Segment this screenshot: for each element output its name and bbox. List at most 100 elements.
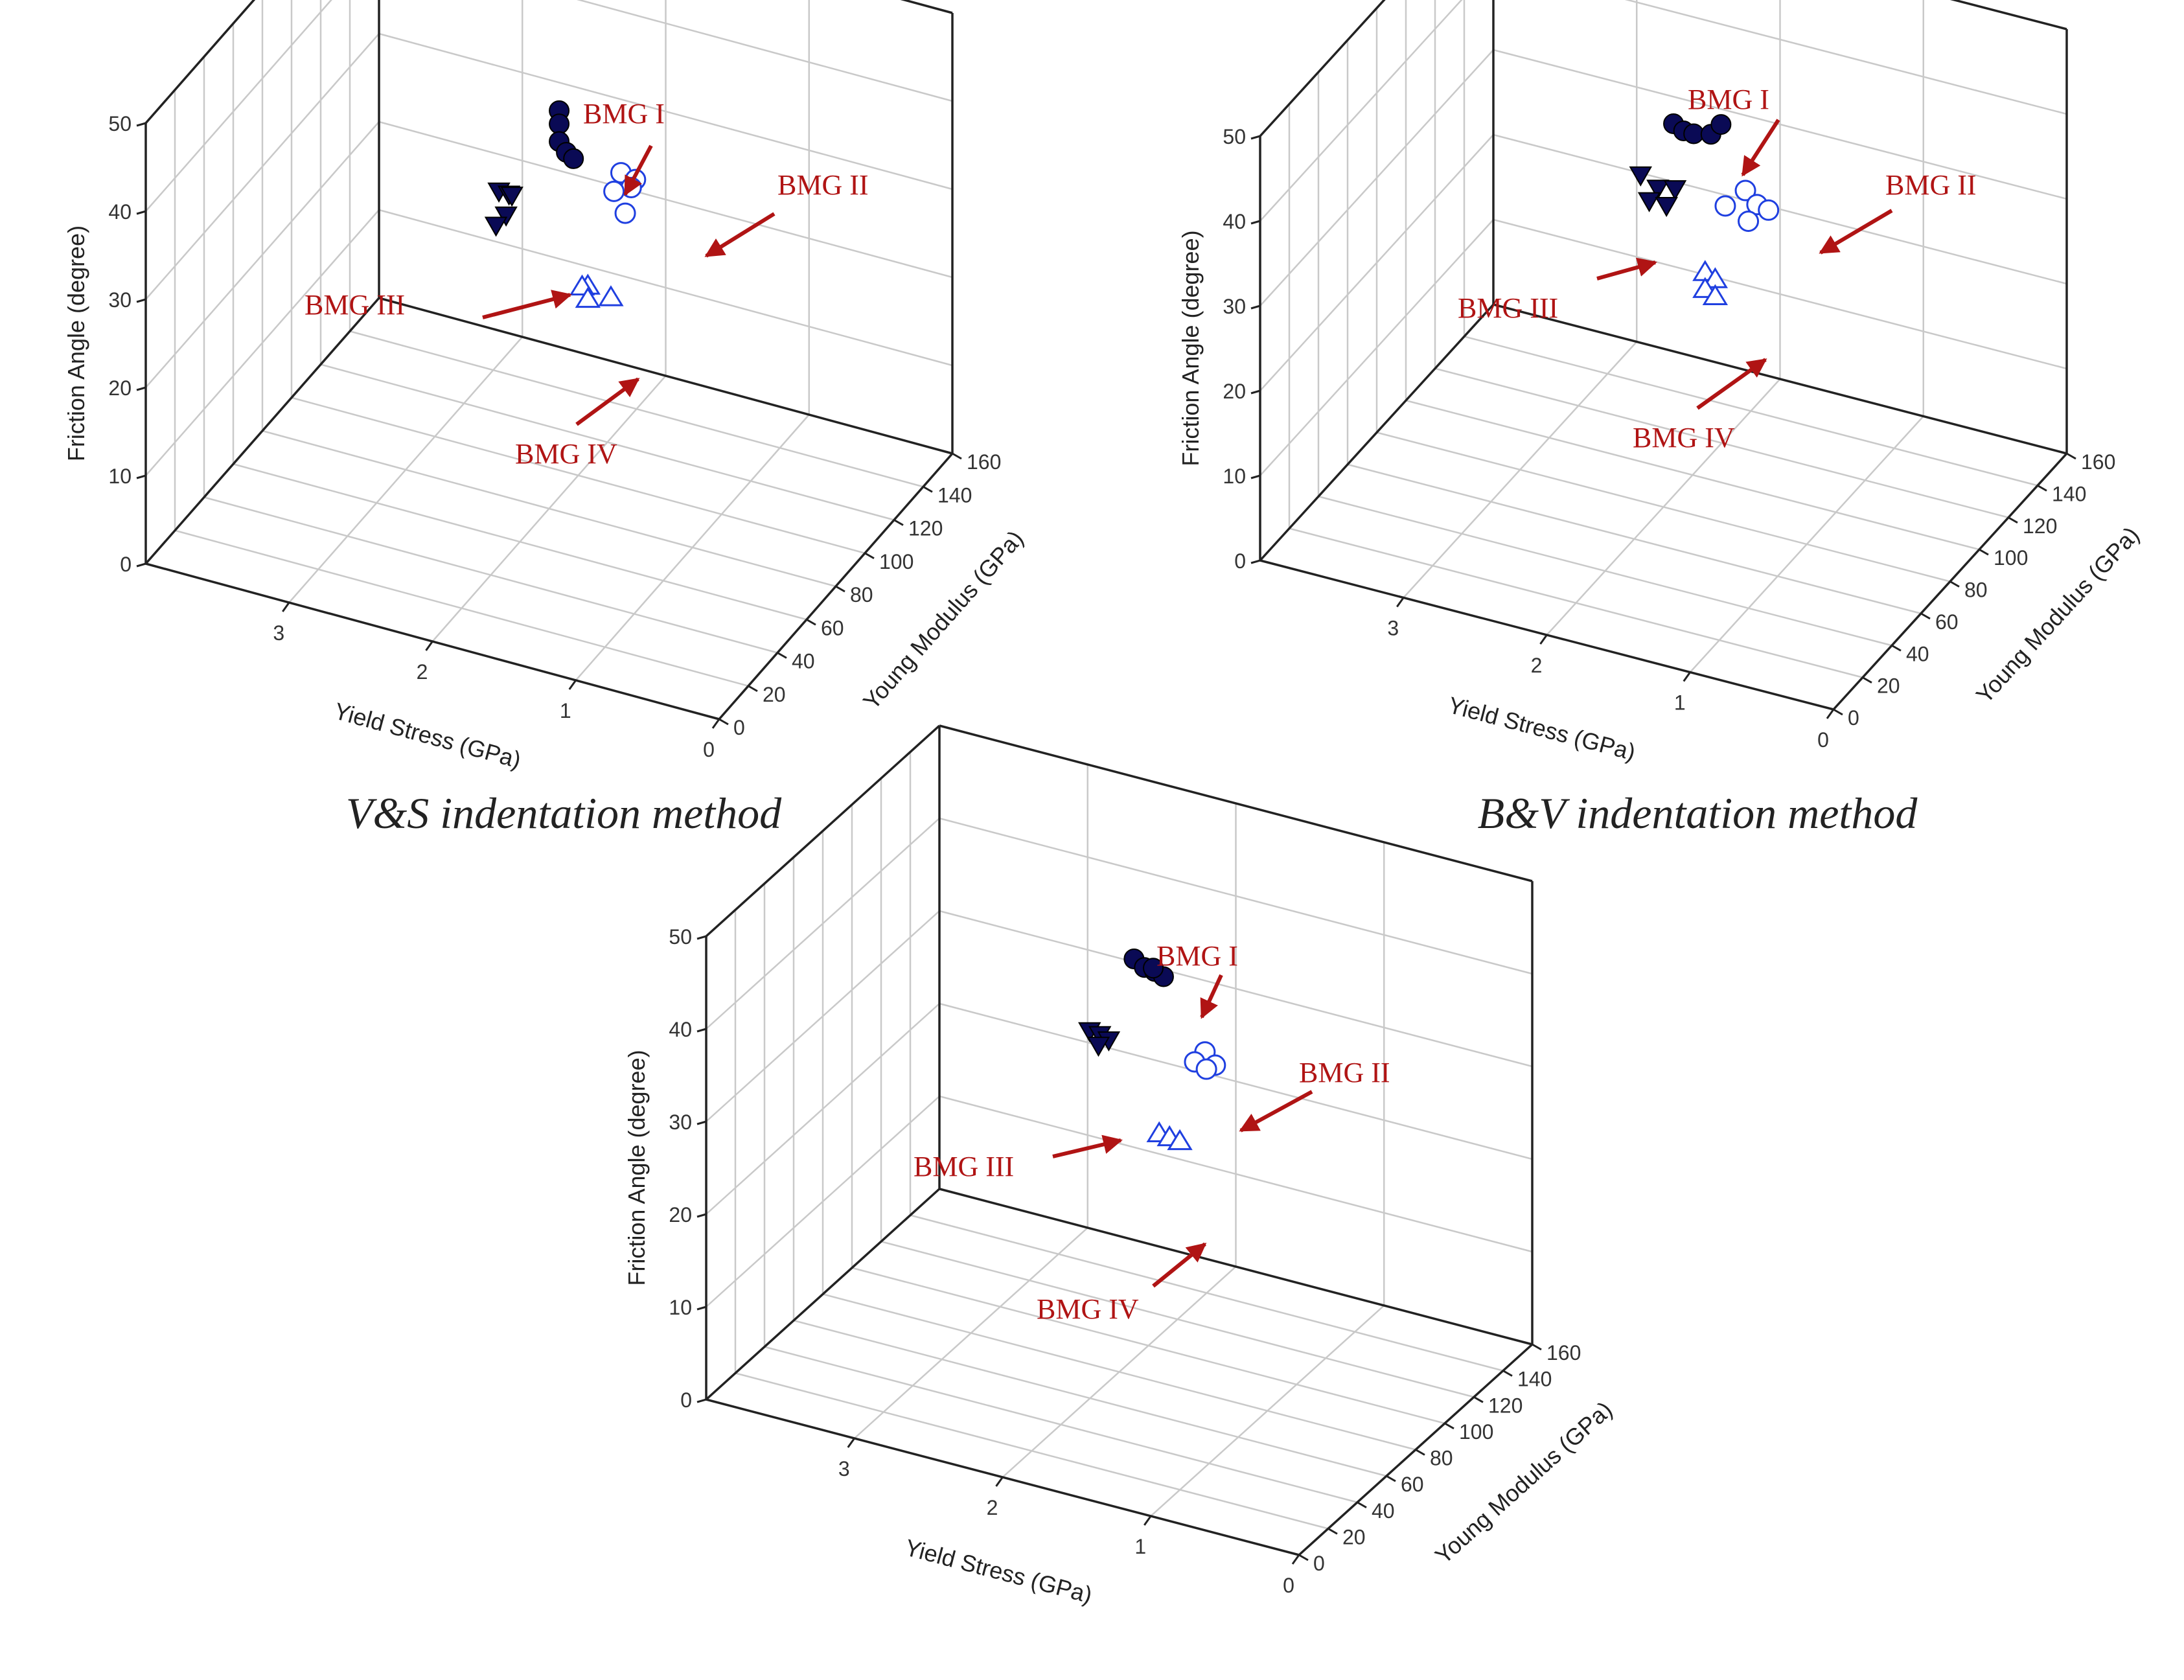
z-tick-label: 30 <box>669 1110 692 1134</box>
x-tick <box>1826 709 1835 719</box>
z-tick <box>1250 559 1261 564</box>
annotation-label: BMG I <box>583 98 665 130</box>
y-tick-label: 40 <box>792 650 815 673</box>
axis-frame <box>705 724 941 938</box>
y-tick <box>1532 1343 1542 1351</box>
axis-frame <box>1949 0 2067 30</box>
y-tick-label: 100 <box>1459 1420 1493 1444</box>
y-tick <box>777 652 787 659</box>
chart-combined: 010203040500123020406080100120140160Fric… <box>623 724 1617 1608</box>
annotation-arrow <box>575 377 640 426</box>
y-tick <box>1328 1528 1338 1535</box>
y-tick-label: 120 <box>908 517 943 540</box>
y-tick-label: 20 <box>1877 674 1900 698</box>
x-tick-label: 2 <box>987 1496 998 1519</box>
grid-line <box>1464 336 2038 487</box>
y-tick-label: 100 <box>879 550 914 573</box>
grid-line <box>1493 218 2067 370</box>
annotation-label: BMG IV <box>1037 1293 1139 1325</box>
data-point-bmg-ii <box>603 180 625 202</box>
x-tick <box>425 641 433 651</box>
data-point-bmg-iv <box>1167 1129 1193 1151</box>
y-tick <box>1444 1422 1454 1430</box>
y-tick-label: 100 <box>1994 546 2028 570</box>
x-axis-label: Yield Stress (GPa) <box>902 1534 1095 1608</box>
caption-bv: B&V indentation method <box>1478 788 1918 838</box>
z-tick <box>696 935 707 940</box>
grid-line <box>145 0 332 212</box>
x-tick <box>282 602 290 612</box>
grid-line <box>1259 0 1463 222</box>
data-point-bmg-iii <box>500 187 523 207</box>
z-tick-label: 20 <box>669 1203 692 1226</box>
grid-line <box>822 1293 1416 1451</box>
x-tick-label: 2 <box>1531 654 1543 677</box>
y-tick-label: 140 <box>937 483 972 507</box>
axis-frame <box>1259 0 1386 137</box>
annotation-label: BMG II <box>1885 169 1977 201</box>
y-tick <box>1979 548 1989 556</box>
z-axis-label: Friction Angle (degree) <box>623 1050 650 1285</box>
grid-line <box>735 1372 1329 1530</box>
annotation-arrow <box>1239 1090 1313 1133</box>
y-tick <box>1298 1554 1309 1561</box>
x-tick <box>568 680 577 690</box>
z-tick-label: 10 <box>108 465 132 488</box>
y-tick <box>1862 676 1872 684</box>
y-tick <box>748 685 758 693</box>
y-tick-label: 160 <box>2081 450 2115 474</box>
x-tick <box>995 1477 1004 1487</box>
annotation-label: BMG IV <box>1633 422 1735 454</box>
y-tick <box>1357 1501 1367 1509</box>
y-tick <box>2066 452 2076 460</box>
data-point-bmg-i <box>1143 958 1164 979</box>
grid-line <box>1289 527 1863 678</box>
annotation-arrow <box>623 144 653 196</box>
grid-line <box>706 1003 940 1215</box>
z-tick <box>696 1028 707 1033</box>
data-point-bmg-iii <box>1663 180 1687 201</box>
grid-line <box>1624 0 2067 115</box>
y-tick-label: 20 <box>763 683 786 706</box>
z-tick-label: 0 <box>120 553 132 576</box>
y-tick <box>1473 1396 1484 1403</box>
annotation-label: BMG I <box>1156 940 1238 972</box>
z-tick-label: 40 <box>669 1018 692 1041</box>
x-tick-label: 3 <box>838 1457 850 1480</box>
y-tick-label: 80 <box>850 583 873 606</box>
y-tick <box>1502 1370 1513 1377</box>
z-tick-label: 30 <box>108 288 132 312</box>
y-tick <box>1891 644 1902 652</box>
x-axis-label: Yield Stress (GPa) <box>1445 691 1638 765</box>
z-tick <box>696 1398 707 1403</box>
annotation-label: BMG III <box>305 289 405 321</box>
z-tick <box>1250 389 1261 395</box>
annotation-arrow <box>1200 974 1223 1019</box>
data-point-bmg-ii <box>1714 195 1736 217</box>
x-tick-label: 2 <box>417 660 428 684</box>
grid-line <box>378 121 953 279</box>
chart-bv: 010203040500123020406080100120140160Fric… <box>1177 0 2144 766</box>
grid-line <box>1405 399 1980 551</box>
x-tick <box>1396 597 1405 608</box>
data-point-bmg-iii <box>1637 192 1661 213</box>
x-tick <box>1539 634 1548 645</box>
grid-line <box>1347 463 1922 615</box>
x-tick <box>847 1438 855 1448</box>
axis-frame <box>144 297 380 565</box>
y-tick <box>1415 1449 1425 1456</box>
data-point-bmg-i <box>1710 114 1732 135</box>
data-point-bmg-ii <box>1758 199 1780 221</box>
z-tick-label: 10 <box>669 1296 692 1319</box>
y-tick <box>952 452 962 460</box>
grid-line <box>1318 496 1892 647</box>
grid-line <box>1493 133 2067 285</box>
y-tick-label: 120 <box>1488 1394 1523 1417</box>
y-tick <box>923 485 933 493</box>
y-tick <box>864 552 875 560</box>
grid-line <box>1434 367 2009 518</box>
y-tick <box>2008 516 2018 524</box>
z-tick-label: 10 <box>1223 465 1246 488</box>
z-tick-label: 40 <box>1223 210 1246 233</box>
axis-frame <box>939 724 1533 882</box>
